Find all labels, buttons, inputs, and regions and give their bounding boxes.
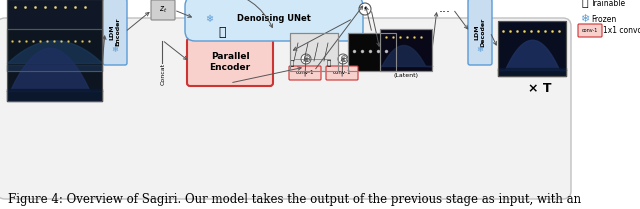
Text: LDM
Decoder: LDM Decoder (475, 17, 485, 47)
Text: × T: × T (528, 83, 552, 96)
FancyBboxPatch shape (326, 66, 358, 80)
Bar (348, 33, 396, 71)
FancyBboxPatch shape (151, 0, 175, 20)
Circle shape (359, 3, 371, 15)
Bar (498, 21, 566, 76)
FancyBboxPatch shape (0, 18, 571, 199)
Text: ❄: ❄ (477, 46, 483, 55)
Text: ·: · (363, 2, 367, 16)
Text: ⊕: ⊕ (339, 54, 347, 64)
Bar (7, 0, 102, 71)
Circle shape (338, 54, 348, 64)
FancyBboxPatch shape (289, 66, 321, 80)
Text: (Latent): (Latent) (394, 73, 419, 78)
Text: ❄: ❄ (205, 14, 213, 23)
Text: 🔥: 🔥 (290, 59, 294, 66)
Bar (348, 33, 396, 71)
Text: Frozen: Frozen (591, 14, 616, 23)
Bar (290, 33, 338, 71)
Text: Denoising UNet: Denoising UNet (237, 14, 311, 23)
Text: 🔥: 🔥 (327, 59, 331, 66)
Text: Parallel
Encoder: Parallel Encoder (209, 52, 251, 72)
FancyBboxPatch shape (187, 38, 273, 86)
Bar (380, 29, 432, 71)
Text: ❄: ❄ (111, 46, 118, 55)
Text: 1x1 convolution: 1x1 convolution (603, 26, 640, 35)
Text: 🔥: 🔥 (218, 26, 226, 39)
Text: Trainable: Trainable (591, 0, 626, 8)
Bar (290, 33, 338, 71)
Text: LDM
Encoder: LDM Encoder (109, 18, 120, 46)
Bar (7, 0, 102, 71)
Bar (7, 29, 102, 101)
FancyBboxPatch shape (468, 0, 492, 65)
Text: ...: ... (439, 3, 451, 15)
FancyBboxPatch shape (578, 24, 602, 37)
Text: ❄: ❄ (580, 14, 589, 24)
Bar (380, 29, 432, 71)
FancyBboxPatch shape (103, 0, 127, 65)
Text: conv-1: conv-1 (333, 70, 351, 75)
Circle shape (301, 54, 311, 64)
Bar (7, 29, 102, 101)
Text: $z_t$: $z_t$ (159, 5, 167, 15)
Bar (498, 21, 566, 76)
Text: Concat: Concat (161, 63, 166, 85)
Text: ⊕: ⊕ (302, 54, 310, 64)
Text: 🔥: 🔥 (582, 0, 588, 8)
FancyBboxPatch shape (185, 0, 363, 41)
Text: Figure 4: Overview of Sagiri. Our model takes the output of the previous stage a: Figure 4: Overview of Sagiri. Our model … (8, 193, 581, 206)
Text: conv-1: conv-1 (296, 70, 314, 75)
Text: conv-1: conv-1 (582, 28, 598, 33)
